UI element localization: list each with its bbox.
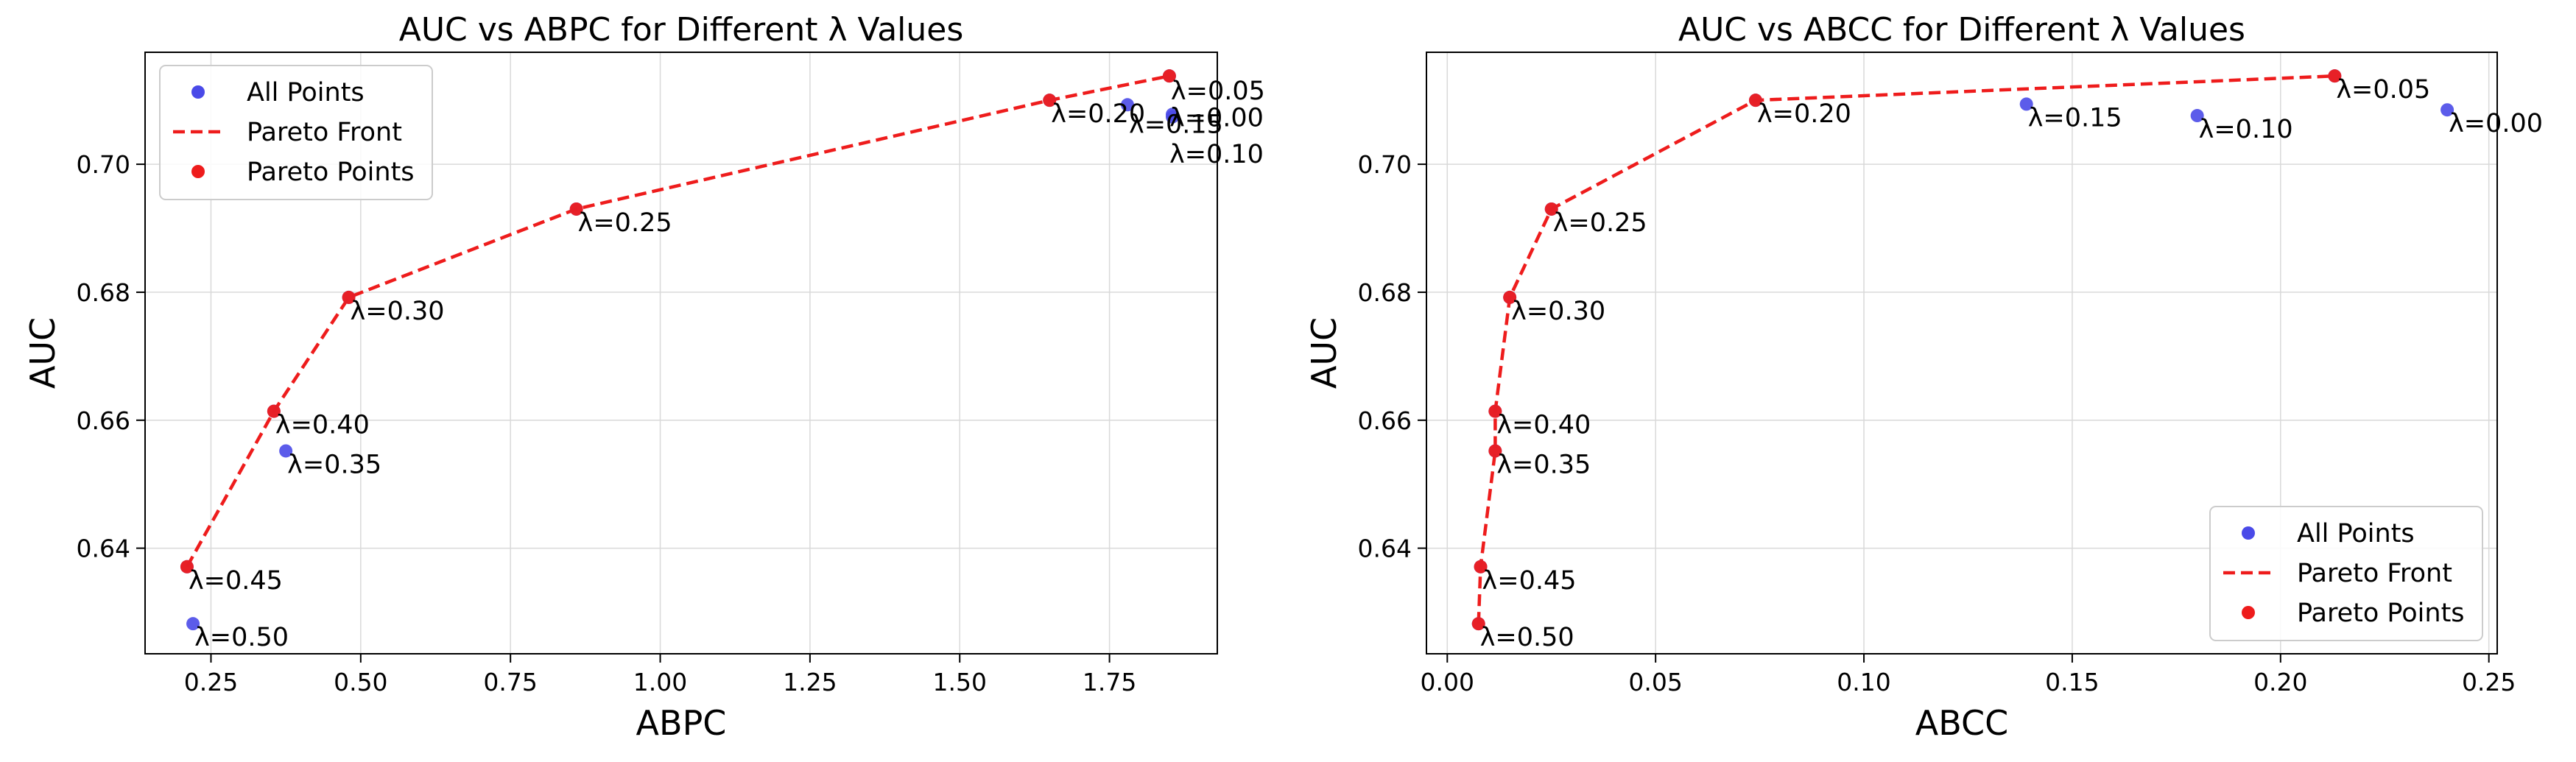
legend-label: Pareto Front bbox=[2297, 559, 2452, 588]
x-tick-label: 0.20 bbox=[2253, 668, 2307, 696]
legend-box bbox=[159, 65, 433, 200]
y-axis-label: AUC bbox=[23, 317, 63, 389]
pareto-point bbox=[1043, 94, 1057, 107]
point-label: λ=0.35 bbox=[287, 450, 381, 479]
pareto-point bbox=[2328, 69, 2342, 83]
pareto-point bbox=[1488, 404, 1502, 418]
plot-area: 0.00 0.05 0.10 0.15 0.20 0.25 0.64 0.66 0.68 0.70… bbox=[1358, 52, 2543, 696]
data-point bbox=[1165, 110, 1179, 124]
data-point bbox=[2019, 97, 2033, 111]
chart-title: AUC vs ABCC for Different λ Values bbox=[1678, 11, 2245, 49]
chart-abcc: 0.00 0.05 0.10 0.15 0.20 0.25 0.64 0.66 0.68 0.70… bbox=[1304, 11, 2543, 743]
point-label: λ=0.30 bbox=[351, 297, 445, 326]
pareto-point bbox=[1474, 560, 1488, 574]
pareto-point bbox=[1748, 94, 1762, 107]
y-tick-label: 0.70 bbox=[77, 150, 130, 179]
point-label: λ=0.05 bbox=[2336, 75, 2430, 105]
point-label: λ=0.40 bbox=[1496, 411, 1591, 440]
point-label: λ=0.15 bbox=[1129, 110, 1223, 139]
pareto-point bbox=[267, 404, 281, 418]
x-tick-label: 0.05 bbox=[1628, 668, 1682, 696]
pareto-front-line bbox=[1477, 74, 2335, 624]
legend-marker-pareto-points bbox=[191, 165, 205, 178]
point-label: λ=0.10 bbox=[2199, 115, 2293, 144]
pareto-point bbox=[342, 290, 356, 304]
x-axis-label: ABCC bbox=[1915, 703, 2008, 743]
y-tick-label: 0.68 bbox=[77, 278, 130, 307]
plot-frame bbox=[1426, 52, 2498, 655]
chart-title: AUC vs ABPC for Different λ Values bbox=[399, 11, 964, 49]
pareto-point bbox=[1471, 617, 1485, 631]
y-tick-label: 0.66 bbox=[1358, 406, 1412, 435]
point-label: λ=0.45 bbox=[1482, 566, 1577, 596]
pareto-front-line bbox=[185, 74, 1170, 568]
pareto-point bbox=[180, 560, 194, 574]
y-tick-label: 0.66 bbox=[77, 406, 130, 435]
legend-marker-all-points bbox=[191, 85, 205, 99]
legend-marker-all-points bbox=[2242, 526, 2255, 540]
pareto-point bbox=[1488, 444, 1502, 458]
point-label: λ=0.50 bbox=[1480, 623, 1574, 652]
point-label: λ=0.35 bbox=[1496, 450, 1591, 479]
x-tick-label: 0.25 bbox=[184, 668, 238, 696]
legend: All Points Pareto Front Pareto Points bbox=[159, 65, 433, 200]
chart-abpc: 0.25 0.50 0.75 1.00 1.25 1.50 1.75 0.64 0.66 0.68… bbox=[23, 11, 1265, 743]
point-label: λ=0.25 bbox=[1553, 208, 1647, 238]
pareto-point bbox=[1544, 202, 1558, 216]
point-label: λ=0.20 bbox=[1757, 99, 1851, 129]
point-label: λ=0.00 bbox=[2449, 109, 2543, 138]
legend-label: All Points bbox=[247, 78, 365, 107]
y-tick-label: 0.68 bbox=[1358, 278, 1412, 307]
pareto-point bbox=[1503, 290, 1517, 304]
x-tick-label: 0.00 bbox=[1421, 668, 1474, 696]
x-tick-label: 1.00 bbox=[633, 668, 687, 696]
legend: All Points Pareto Front Pareto Points bbox=[2209, 506, 2483, 641]
data-point bbox=[2440, 103, 2454, 117]
pareto-point bbox=[1162, 69, 1176, 83]
point-label: λ=0.45 bbox=[189, 566, 283, 596]
y-tick-label: 0.70 bbox=[1358, 150, 1412, 179]
legend-label: All Points bbox=[2297, 519, 2415, 548]
point-label: λ=0.25 bbox=[578, 208, 672, 238]
pareto-point bbox=[569, 202, 583, 216]
x-tick-label: 0.10 bbox=[1837, 668, 1890, 696]
x-tick-label: 0.15 bbox=[2045, 668, 2099, 696]
x-tick-label: 0.75 bbox=[483, 668, 537, 696]
y-axis-label: AUC bbox=[1304, 317, 1344, 389]
point-label: λ=0.00 bbox=[1169, 103, 1264, 133]
point-label: λ=0.50 bbox=[194, 623, 289, 652]
legend-label: Pareto Points bbox=[2297, 599, 2465, 628]
y-tick-label: 0.64 bbox=[77, 535, 130, 563]
point-label: λ=0.15 bbox=[2028, 103, 2122, 133]
legend-label: Pareto Front bbox=[247, 118, 402, 147]
x-tick-label: 1.50 bbox=[932, 668, 986, 696]
y-tick-label: 0.64 bbox=[1358, 535, 1412, 563]
data-point bbox=[1120, 98, 1134, 112]
point-label: λ=0.40 bbox=[275, 411, 370, 440]
x-tick-label: 1.75 bbox=[1083, 668, 1136, 696]
legend-label: Pareto Points bbox=[247, 158, 415, 187]
x-tick-label: 0.50 bbox=[334, 668, 387, 696]
legend-marker-pareto-points bbox=[2242, 606, 2255, 619]
x-axis-label: ABPC bbox=[636, 703, 727, 743]
point-label: λ=0.20 bbox=[1051, 99, 1145, 129]
plot-area: 0.25 0.50 0.75 1.00 1.25 1.50 1.75 0.64 0.66 0.68… bbox=[77, 52, 1265, 696]
point-label: λ=0.10 bbox=[1169, 140, 1264, 169]
data-point bbox=[279, 444, 293, 458]
data-point bbox=[2190, 109, 2204, 123]
legend-box bbox=[2209, 506, 2483, 641]
x-tick-label: 1.25 bbox=[783, 668, 837, 696]
x-tick-label: 0.25 bbox=[2462, 668, 2516, 696]
data-point bbox=[186, 617, 200, 631]
plot-frame bbox=[144, 52, 1218, 655]
point-label: λ=0.30 bbox=[1511, 297, 1605, 326]
